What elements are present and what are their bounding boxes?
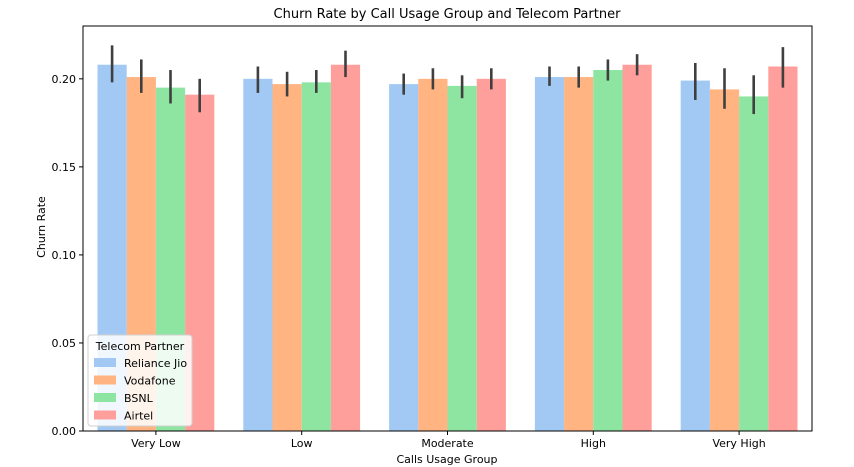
legend-swatch xyxy=(94,358,116,367)
bar xyxy=(272,84,302,431)
legend-swatch xyxy=(94,410,116,420)
bars-layer xyxy=(97,64,798,432)
bar xyxy=(709,89,740,432)
legend-title: Telecom Partner xyxy=(95,340,185,353)
bar xyxy=(330,64,361,431)
bar xyxy=(476,78,506,432)
y-tick-label: 0.15 xyxy=(52,161,77,174)
bar xyxy=(418,78,448,432)
y-axis-label: Churn Rate xyxy=(35,196,48,258)
bar xyxy=(622,64,652,431)
y-tick-label: 0.00 xyxy=(52,425,77,438)
legend-swatch xyxy=(94,393,116,402)
bar xyxy=(243,78,273,432)
x-tick-label: Moderate xyxy=(421,437,474,450)
ticks-layer: 0.00 0.05 0.10 0.15 0.20 Very Low Low Moderate H… xyxy=(52,73,766,450)
legend-box xyxy=(87,334,193,427)
x-tick-label: Low xyxy=(291,437,313,450)
legend: Telecom Partner Reliance Jio Vodafone BSNL A… xyxy=(87,334,193,427)
legend-swatch xyxy=(94,375,116,385)
bar xyxy=(768,66,798,431)
legend-entry: Reliance Jio xyxy=(124,357,187,370)
bar xyxy=(301,82,331,431)
bar xyxy=(534,77,565,431)
x-tick-label: Very High xyxy=(712,437,765,450)
bar xyxy=(389,84,419,431)
legend-entry: Vodafone xyxy=(124,375,176,388)
legend-entry: BSNL xyxy=(124,392,154,405)
bar xyxy=(739,96,769,431)
y-tick-label: 0.05 xyxy=(52,337,77,350)
error-bars-layer xyxy=(110,45,785,115)
x-tick-label: High xyxy=(581,437,606,450)
chart-title: Churn Rate by Call Usage Group and Telec… xyxy=(274,7,622,22)
x-axis-label: Calls Usage Group xyxy=(396,453,497,466)
legend-entry: Airtel xyxy=(124,410,153,423)
bar xyxy=(447,85,477,431)
y-tick-label: 0.10 xyxy=(52,249,77,262)
y-tick-label: 0.20 xyxy=(52,73,77,86)
x-tick-label: Very Low xyxy=(131,437,181,450)
bar xyxy=(564,77,594,431)
bar xyxy=(593,70,623,432)
bar xyxy=(680,80,710,431)
